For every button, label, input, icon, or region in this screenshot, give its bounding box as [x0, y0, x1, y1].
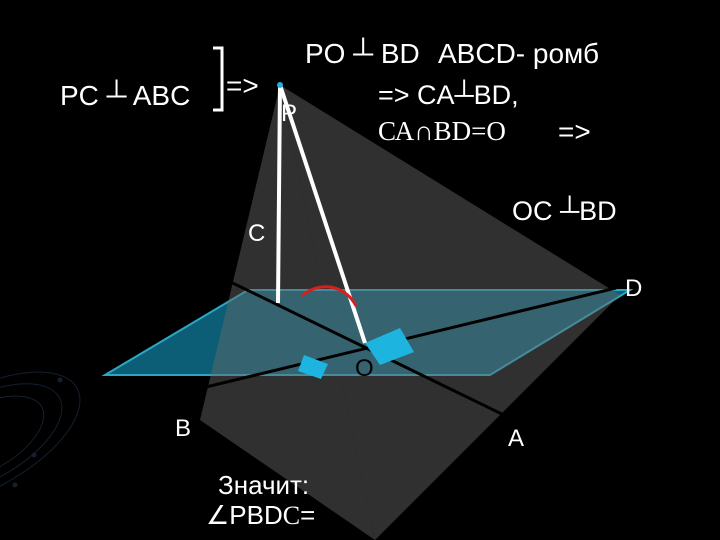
text-angle-pbdc: ∠PBDC= [206, 500, 315, 531]
label-A: A [508, 425, 524, 453]
label-P: P [281, 100, 297, 128]
point-P-dot [277, 82, 283, 88]
text-oc-perp-bd: OC ┴BD [512, 196, 617, 227]
angle-equals-span: = [300, 500, 315, 530]
label-D: D [625, 275, 642, 303]
orbit-decoration [0, 310, 100, 520]
label-B: B [175, 415, 191, 443]
line-PC [278, 85, 280, 303]
text-arrow1: => [226, 70, 259, 102]
angle-c-span: C [283, 501, 300, 530]
text-pc-perp-abc: PC ┴ ABC [60, 80, 190, 112]
text-znachit: Значит: [218, 470, 309, 501]
text-abcd-romb: ABCD- ромб [438, 38, 599, 70]
text-ca-perp-bd: => CA┴BD, [378, 80, 519, 111]
angle-pbd-span: ∠PBD [206, 500, 283, 530]
text-ca-int-bd: СА∩ВD=O [378, 116, 506, 147]
text-po-perp-bd: PО ┴ BD [305, 38, 420, 70]
text-arrow2: => [558, 116, 591, 148]
label-C: C [248, 220, 265, 248]
bracket-icon [213, 48, 222, 110]
label-O: O [355, 355, 374, 383]
